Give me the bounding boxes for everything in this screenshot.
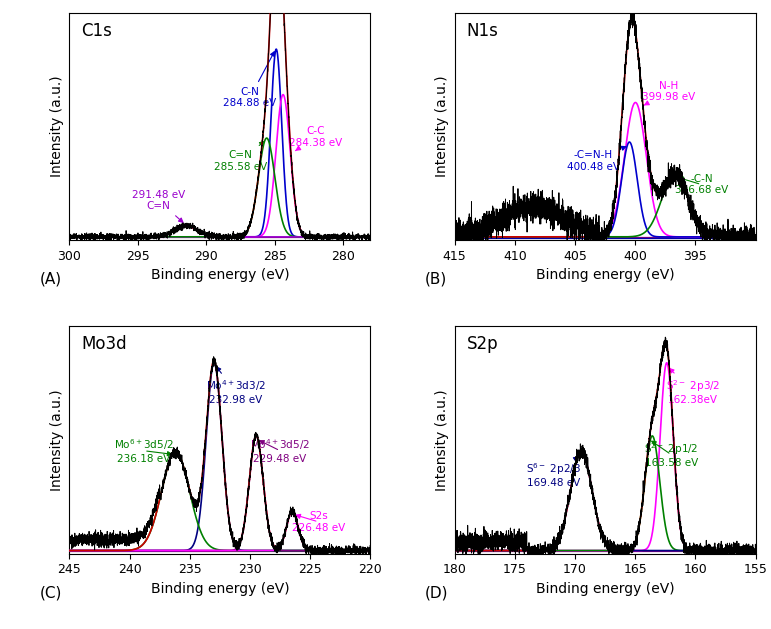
X-axis label: Binding energy (eV): Binding energy (eV) <box>536 582 675 596</box>
Text: (A): (A) <box>39 272 62 287</box>
Text: -C-N
396.68 eV: -C-N 396.68 eV <box>675 174 728 196</box>
Y-axis label: Intensity (a.u.): Intensity (a.u.) <box>50 75 64 177</box>
Y-axis label: Intensity (a.u.): Intensity (a.u.) <box>435 389 449 491</box>
Text: N-H
399.98 eV: N-H 399.98 eV <box>642 81 695 105</box>
Y-axis label: Intensity (a.u.): Intensity (a.u.) <box>50 389 64 491</box>
Text: -C=N-H
400.48 eV: -C=N-H 400.48 eV <box>567 147 626 172</box>
Text: 291.48 eV
C=N: 291.48 eV C=N <box>132 189 185 223</box>
Text: S$^{6-}$ 2p2/3
169.48 eV: S$^{6-}$ 2p2/3 169.48 eV <box>526 457 581 488</box>
Text: C=N
285.58 eV: C=N 285.58 eV <box>214 142 267 172</box>
Text: Mo3d: Mo3d <box>82 335 127 353</box>
Text: (D): (D) <box>425 586 448 600</box>
Text: Mo$^{4+}$3d3/2
232.98 eV: Mo$^{4+}$3d3/2 232.98 eV <box>206 367 265 404</box>
Text: (B): (B) <box>425 272 446 287</box>
Text: S$^{2-}$ 2p3/2
162.38eV: S$^{2-}$ 2p3/2 162.38eV <box>666 369 720 405</box>
Text: S2s
226.48 eV: S2s 226.48 eV <box>292 511 345 533</box>
Text: Mo$^{6+}$3d5/2
236.18 eV: Mo$^{6+}$3d5/2 236.18 eV <box>114 438 174 464</box>
X-axis label: Binding energy (eV): Binding energy (eV) <box>150 268 289 282</box>
Text: C1s: C1s <box>82 21 113 40</box>
Text: S2p: S2p <box>466 335 498 353</box>
Text: N1s: N1s <box>466 21 499 40</box>
Text: Mo$^{4+}$3d5/2
229.48 eV: Mo$^{4+}$3d5/2 229.48 eV <box>251 438 310 464</box>
X-axis label: Binding energy (eV): Binding energy (eV) <box>150 582 289 596</box>
Text: C-C
284.38 eV: C-C 284.38 eV <box>289 126 342 151</box>
X-axis label: Binding energy (eV): Binding energy (eV) <box>536 268 675 282</box>
Text: (C): (C) <box>39 586 62 600</box>
Text: S$^{2-}$ 2p1/2
163.58 eV: S$^{2-}$ 2p1/2 163.58 eV <box>645 441 699 469</box>
Y-axis label: Intensity (a.u.): Intensity (a.u.) <box>435 75 449 177</box>
Text: C-N
284.88 eV: C-N 284.88 eV <box>224 52 277 108</box>
